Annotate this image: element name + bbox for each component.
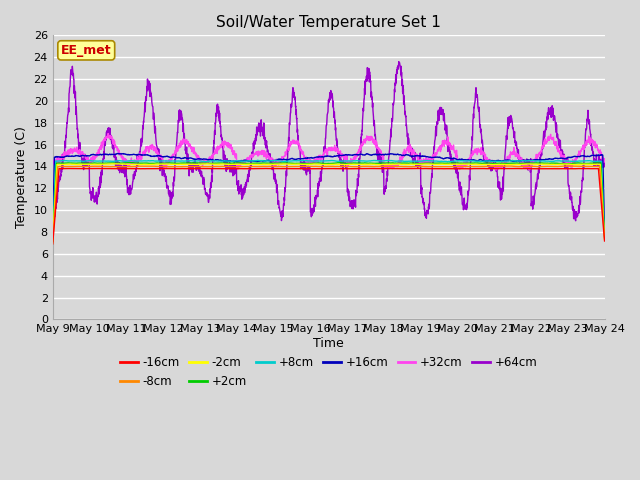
Text: EE_met: EE_met bbox=[61, 44, 111, 57]
Legend: -16cm, -8cm, -2cm, +2cm, +8cm, +16cm, +32cm, +64cm: -16cm, -8cm, -2cm, +2cm, +8cm, +16cm, +3… bbox=[115, 352, 542, 393]
Title: Soil/Water Temperature Set 1: Soil/Water Temperature Set 1 bbox=[216, 15, 441, 30]
X-axis label: Time: Time bbox=[313, 337, 344, 350]
Y-axis label: Temperature (C): Temperature (C) bbox=[15, 126, 28, 228]
